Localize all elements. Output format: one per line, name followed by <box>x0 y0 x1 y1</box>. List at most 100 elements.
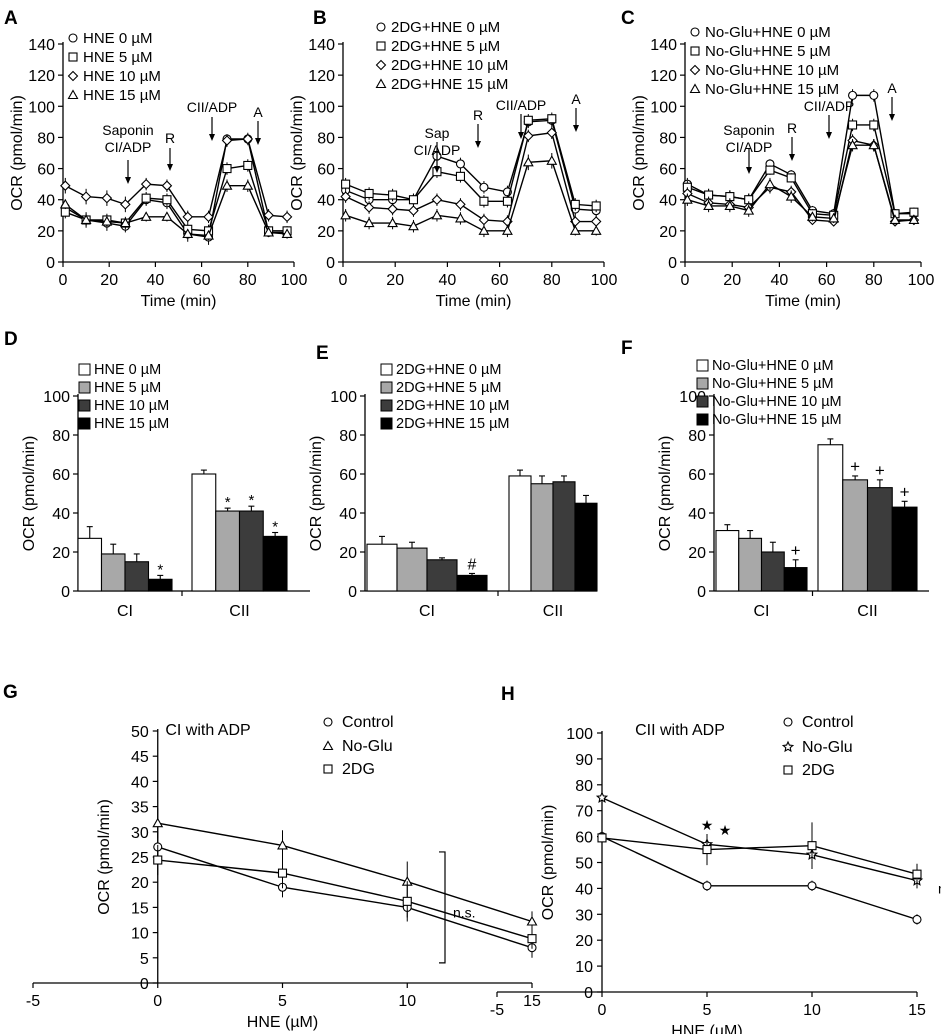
legend-label-B: 2DG+HNE 0 µM <box>391 19 500 36</box>
legend-label-H: 2DG <box>802 762 835 779</box>
data-point <box>479 196 489 206</box>
bar-F <box>817 444 844 592</box>
significance-mark-D: * <box>225 494 231 511</box>
data-point <box>408 205 419 216</box>
data-point <box>221 135 233 146</box>
data-point <box>828 212 840 223</box>
data-point <box>546 155 558 165</box>
data-point <box>848 90 858 100</box>
x-tick-label-B: 100 <box>591 272 618 289</box>
data-point <box>702 844 712 855</box>
y-tick-label-E: 80 <box>339 428 357 445</box>
legend-label-D: HNE 0 µM <box>94 362 161 378</box>
legend-label-F: No-Glu+HNE 15 µM <box>712 412 842 428</box>
y-tick-label-C: 100 <box>650 99 677 116</box>
series-H-0 <box>597 831 922 925</box>
x-tick-label-G: 15 <box>523 993 541 1010</box>
legend-label-A: HNE 0 µM <box>83 30 153 47</box>
data-point <box>281 228 293 239</box>
y-tick-label-B: 60 <box>317 162 335 179</box>
significance-mark-E: # <box>468 556 477 573</box>
series-C-3 <box>681 138 920 225</box>
legend-label-C: No-Glu+HNE 5 µM <box>705 43 831 60</box>
legend-label-B: 2DG+HNE 10 µM <box>391 57 508 74</box>
bar-D <box>238 510 264 592</box>
y-tick-label-E: 40 <box>339 506 357 523</box>
series-B-2 <box>340 126 602 228</box>
bar-E <box>426 559 458 592</box>
legend-label-D: HNE 10 µM <box>94 398 169 414</box>
bar-D <box>147 578 173 592</box>
x-tick-label-C: 40 <box>771 272 789 289</box>
data-point <box>501 225 513 235</box>
data-point <box>363 202 375 213</box>
x-tick-label-C: 0 <box>681 272 690 289</box>
y-tick-label-G: 10 <box>131 926 149 943</box>
series-A-3 <box>59 179 293 241</box>
data-point <box>341 179 351 189</box>
data-point <box>702 881 712 891</box>
bar-D <box>124 561 150 592</box>
bar-E <box>530 483 554 592</box>
significance-mark-D: * <box>272 519 278 536</box>
series-line-B-3 <box>345 160 597 232</box>
legend-swatch-F <box>696 377 709 390</box>
x-tick-label-G: 10 <box>398 993 416 1010</box>
bar-F <box>783 567 808 592</box>
data-point <box>140 211 152 221</box>
x-tick-label-H: 5 <box>703 1002 712 1019</box>
category-label-F: CII <box>857 603 877 620</box>
chart-title-G: CI with ADP <box>165 722 250 739</box>
data-point <box>569 225 581 235</box>
data-point <box>703 200 715 210</box>
data-point <box>681 194 693 204</box>
annotation-label-C: CI/ADP <box>726 139 773 155</box>
annotation-arrow-B <box>434 142 440 173</box>
category-label-F: CI <box>754 603 770 620</box>
legend-swatch-D <box>78 417 91 430</box>
data-point <box>277 839 288 850</box>
y-tick-label-D: 40 <box>52 506 70 523</box>
data-point <box>277 868 288 878</box>
data-point <box>547 114 557 124</box>
y-tick-label-H: 30 <box>575 907 593 924</box>
series-line-G-1 <box>157 822 533 923</box>
annotation-arrow-A <box>209 117 215 141</box>
panel-letter-H: H <box>501 684 515 705</box>
data-point <box>80 191 92 202</box>
bar-E <box>552 481 576 592</box>
legend-marker-G <box>323 717 333 727</box>
data-point <box>402 896 412 906</box>
y-tick-label-B: 20 <box>317 224 335 241</box>
annotation-arrow-B-head <box>434 166 440 173</box>
annotation-arrow-C <box>826 115 832 139</box>
bar-E <box>456 574 488 592</box>
data-point <box>408 220 419 231</box>
x-tick-label-B: 60 <box>491 272 509 289</box>
x-tick-label-B: 0 <box>339 272 348 289</box>
legend-marker-A <box>67 89 79 100</box>
y-tick-label-F: 60 <box>688 467 706 484</box>
bar-D <box>77 537 103 592</box>
series-G-1 <box>152 808 538 932</box>
series-line-H-0 <box>601 835 918 921</box>
series-line-C-3 <box>687 144 914 221</box>
data-point <box>60 180 71 191</box>
annotation-arrow-C-head <box>789 154 795 161</box>
legend-swatch-E <box>380 363 393 376</box>
legend-label-F: No-Glu+HNE 5 µM <box>712 376 834 392</box>
series-H-1 <box>595 777 924 889</box>
annotation-label-B: CII/ADP <box>496 97 547 113</box>
y-tick-label-D: 20 <box>52 545 70 562</box>
bar-F <box>715 529 740 592</box>
legend-marker-C <box>690 27 700 37</box>
y-tick-label-B: 40 <box>317 193 335 210</box>
annotation-arrow-B <box>573 108 579 132</box>
annotation-arrow-C-head <box>889 114 895 121</box>
chart-title-H: CII with ADP <box>635 722 725 739</box>
data-point <box>153 855 163 865</box>
data-point <box>243 160 253 171</box>
y-tick-label-H: 20 <box>575 933 593 950</box>
annotation-arrow-A-head <box>209 134 215 141</box>
panel-letter-D: D <box>4 329 18 350</box>
